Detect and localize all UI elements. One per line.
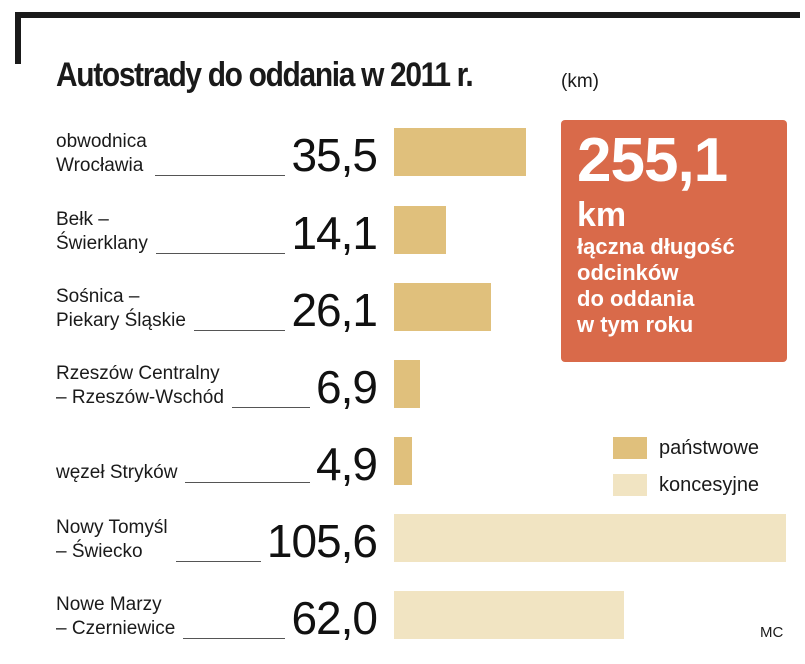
frame-left-rule	[15, 12, 21, 64]
chart-title: Autostrady do oddania w 2011 r.	[56, 56, 474, 94]
category-label-line: Wrocławia	[56, 155, 144, 176]
category-label-line: Sośnica –	[56, 286, 140, 307]
leader-line	[155, 253, 286, 254]
bar	[394, 128, 526, 176]
category-label-line: Piekary Śląskie	[56, 310, 186, 331]
category-label: węzeł Stryków	[56, 461, 177, 485]
total-callout: 255,1 km łączna długość odcinków do odda…	[561, 120, 787, 362]
bar	[394, 514, 786, 562]
leader-line	[185, 482, 311, 483]
value-label: 62,0	[291, 592, 378, 644]
legend-label-koncesyjne: koncesyjne	[659, 474, 760, 496]
category-label: Nowe Marzy – Czerniewice	[56, 593, 175, 641]
leader-line	[193, 330, 286, 331]
callout-line: odcinków	[577, 260, 679, 285]
frame-top-rule	[15, 12, 800, 18]
category-label: Bełk – Świerklany	[56, 208, 148, 256]
value-label: 4,9	[316, 438, 378, 490]
value-label: 35,5	[291, 129, 378, 181]
leader-line	[231, 407, 311, 408]
bar	[394, 283, 491, 331]
category-label-line: Nowe Marzy	[56, 594, 162, 615]
callout-total-value: 255,1	[577, 126, 728, 195]
value-label: 14,1	[291, 207, 378, 259]
category-label-line: Rzeszów Centralny	[56, 363, 220, 384]
callout-unit: km	[577, 196, 627, 234]
category-label-line: Nowy Tomyśl	[56, 517, 168, 538]
bar	[394, 360, 420, 408]
category-label: Sośnica – Piekary Śląskie	[56, 285, 186, 333]
author-credit: MC	[760, 624, 784, 641]
value-label: 26,1	[291, 284, 378, 336]
category-label-line: Świerklany	[56, 233, 148, 254]
callout-line: do oddania	[577, 286, 695, 311]
category-label: obwodnica Wrocławia	[56, 130, 147, 178]
category-label: Nowy Tomyśl – Świecko	[56, 516, 168, 564]
category-label-line: – Czerniewice	[56, 618, 176, 639]
legend-swatch-koncesyjne	[613, 474, 647, 496]
bar	[394, 437, 412, 485]
category-label-line: obwodnica	[56, 131, 147, 152]
callout-line: w tym roku	[577, 312, 694, 337]
legend-swatch-panstwowe	[613, 437, 647, 459]
category-label-line: Bełk –	[56, 209, 109, 230]
value-label: 6,9	[316, 361, 378, 413]
bar	[394, 591, 624, 639]
callout-description: łączna długość odcinków do oddania w tym…	[577, 234, 735, 338]
category-label-line: – Świecko	[56, 541, 143, 562]
callout-line: łączna długość	[577, 234, 735, 259]
bar	[394, 206, 446, 254]
category-label-line: – Rzeszów-Wschód	[56, 387, 224, 408]
category-label-line: węzeł Stryków	[56, 462, 178, 483]
chart-unit: (km)	[561, 71, 599, 92]
leader-line	[154, 175, 286, 176]
legend-label-panstwowe: państwowe	[659, 437, 760, 459]
leader-line	[183, 638, 286, 639]
value-label: 105,6	[266, 515, 378, 567]
leader-line	[175, 561, 261, 562]
category-label: Rzeszów Centralny – Rzeszów-Wschód	[56, 362, 224, 410]
